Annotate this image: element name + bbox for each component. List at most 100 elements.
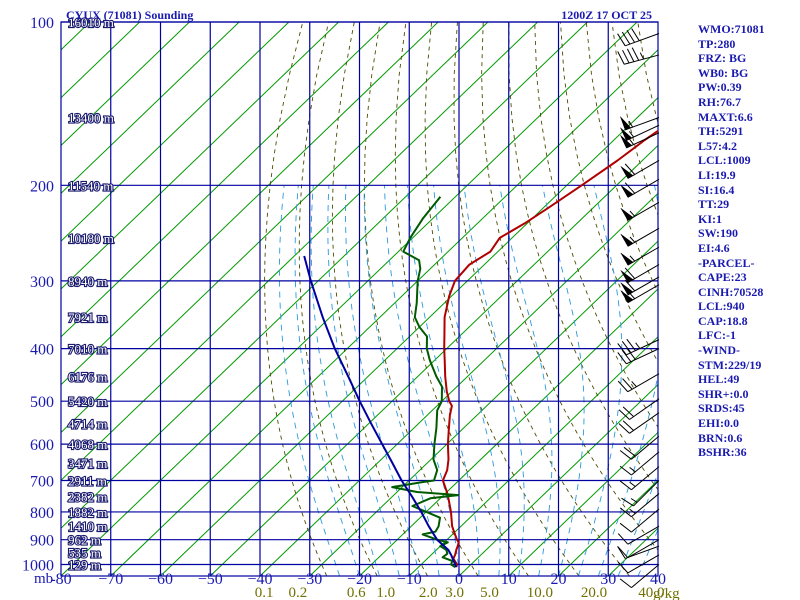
wind-barb	[617, 28, 660, 47]
wind-barb	[620, 132, 660, 149]
temperature-tick-label: −70	[98, 571, 123, 588]
dewpoint-line	[391, 196, 460, 568]
time-label: 1200Z 17 OCT 25	[561, 8, 652, 22]
index-value: TT:29	[698, 197, 730, 212]
moist-adiabat-line	[345, 185, 420, 576]
index-value: LI:19.9	[698, 167, 736, 182]
wind-barb	[620, 178, 660, 198]
isotherm-line	[61, 22, 588, 529]
height-label: 962 m	[68, 533, 101, 548]
wind-barb	[617, 338, 660, 356]
index-value: -WIND-	[698, 343, 740, 358]
mixing-ratio-label: 20.0	[581, 585, 607, 600]
isotherm-line	[61, 22, 240, 195]
index-value: TH:5291	[698, 124, 744, 139]
pressure-tick-label: 500	[30, 394, 54, 411]
profile-series	[303, 129, 658, 568]
wind-barb	[618, 412, 660, 434]
moist-adiabat-line	[637, 528, 658, 576]
moist-adiabat-line	[327, 185, 400, 576]
stability-indices-panel: WMO:71081 TP:280 FRZ: BG WB0: BG PW:0.39 RH:7…	[698, 22, 798, 460]
pressure-tick-label: 1000	[22, 558, 54, 575]
pressure-tick-label: 900	[30, 533, 54, 550]
moist-adiabat-line	[499, 185, 553, 576]
dry-adiabat-line	[264, 22, 328, 576]
height-label: 3471 m	[68, 456, 107, 471]
isotherm-line	[458, 383, 658, 576]
wind-barb	[619, 435, 660, 460]
index-value: WMO:71081	[698, 22, 765, 36]
wind-barb	[620, 246, 660, 266]
isotherm-line	[309, 240, 658, 576]
pressure-tick-label: 600	[30, 437, 54, 454]
temperature-line	[441, 129, 658, 568]
moist-adiabat-line	[463, 185, 525, 576]
mixing-ratio-label: 0.2	[289, 585, 308, 600]
index-value: SHR+:0.0	[698, 386, 749, 401]
temperature-tick-labels: -80 −70 −60 −50 −40 −30 −20 −10 0 10 20 30 40	[50, 571, 666, 588]
wind-barb	[619, 451, 660, 476]
index-value: LCL:940	[698, 299, 745, 314]
isotherm-line	[61, 22, 539, 482]
index-value: WB0: BG	[698, 65, 749, 80]
isotherm-line	[259, 192, 658, 576]
temperature-tick-label: -80	[50, 571, 71, 588]
chart-title: CYUX (71081) Sounding	[66, 8, 193, 22]
moist-adiabat-lines	[278, 185, 658, 576]
wind-barb	[617, 545, 660, 559]
mixing-ratio-label: 0.6	[347, 585, 366, 600]
isotherm-line	[408, 336, 658, 576]
wind-barb	[620, 201, 660, 221]
mixing-ratio-label: 10.0	[527, 585, 553, 600]
height-label: 2911 m	[68, 473, 107, 488]
height-label: 5420 m	[68, 394, 107, 409]
wind-barb	[619, 493, 660, 518]
index-value: EI:4.6	[698, 240, 730, 255]
dry-adiabat-line	[394, 22, 529, 576]
isotherm-line	[61, 22, 439, 386]
plot-frame	[60, 21, 659, 577]
mixing-ratio-labels: 0.1 0.2 0.6 1.0 2.0 3.0 5.0 10.0 20.0 40.0	[255, 585, 665, 600]
wind-barb	[619, 564, 660, 589]
moist-adiabat-line	[542, 185, 585, 576]
index-value: LFC:-1	[698, 328, 736, 343]
height-label: 7921 m	[68, 310, 107, 325]
dry-adiabat-line	[298, 22, 378, 576]
temperature-tick-label: 10	[501, 571, 517, 588]
temperature-tick-label: 40	[650, 571, 666, 588]
wind-barb	[620, 160, 660, 179]
index-value: PW:0.39	[698, 80, 742, 95]
moist-adiabat-line	[597, 185, 658, 576]
height-label: 16010 m	[68, 15, 114, 30]
index-value: SI:16.4	[698, 182, 735, 197]
mixing-ratio-label: 3.0	[445, 585, 464, 600]
isotherm-line	[61, 22, 190, 147]
x-unit-label: mb	[34, 571, 53, 587]
index-value: SRDS:45	[698, 401, 745, 416]
height-label: 1882 m	[68, 505, 107, 520]
isotherm-line	[0, 22, 40, 576]
height-label: 1410 m	[68, 519, 107, 534]
index-value: CINH:70528	[698, 284, 764, 299]
index-value: FRZ: BG	[698, 51, 747, 66]
dry-adiabat-line	[363, 22, 479, 576]
mixing-ratio-label: 0.1	[255, 585, 274, 600]
temperature-grid-lines	[110, 22, 609, 576]
height-label: 13400 m	[68, 111, 114, 126]
index-value: STM:229/19	[698, 357, 762, 372]
index-value: CAPE:23	[698, 270, 747, 285]
height-label: 10180 m	[68, 231, 114, 246]
dry-adiabat-line	[331, 22, 428, 576]
index-value: HEL:49	[698, 372, 740, 387]
mixing-ratio-label: 40.0	[638, 585, 664, 600]
isotherm-lines	[0, 22, 658, 576]
dry-adiabat-line	[508, 22, 658, 491]
height-labels: 16010 m 13400 m 11540 m 10180 m 8940 m 7921 m…	[67, 14, 115, 574]
pressure-tick-label: 700	[30, 473, 54, 490]
dry-adiabat-line	[453, 22, 630, 576]
pressure-tick-label: 300	[30, 274, 54, 291]
pressure-tick-labels: 100 200 300 400 500 600 700 800 900 1000	[22, 15, 54, 575]
wind-barb	[617, 539, 660, 559]
temperature-tick-label: −40	[247, 571, 272, 588]
